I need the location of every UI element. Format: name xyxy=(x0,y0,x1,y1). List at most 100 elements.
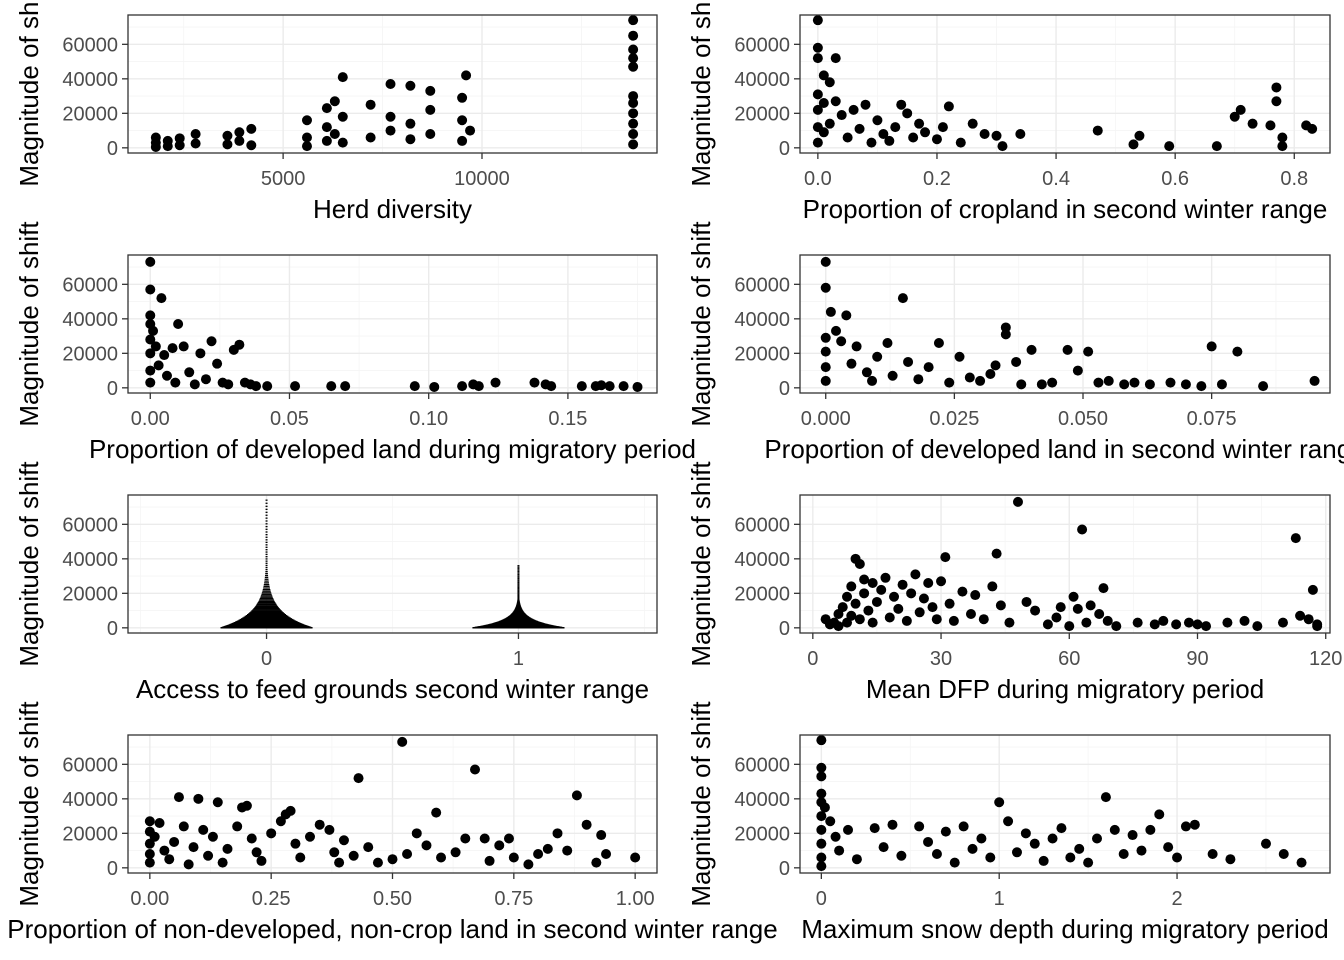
y-tick-label: 0 xyxy=(779,378,790,400)
y-tick-label: 20000 xyxy=(62,103,118,125)
data-point xyxy=(461,70,472,81)
data-point xyxy=(923,362,934,373)
data-point xyxy=(967,118,978,129)
data-point xyxy=(198,824,209,835)
data-point xyxy=(206,336,217,347)
data-point xyxy=(936,576,947,587)
data-point xyxy=(944,598,955,609)
data-point xyxy=(854,559,865,569)
data-point xyxy=(628,91,639,102)
data-point xyxy=(816,861,827,872)
data-point xyxy=(314,819,325,830)
data-point xyxy=(906,588,917,599)
y-axis-title: Magnitude of shift xyxy=(686,0,716,187)
data-point xyxy=(596,380,607,391)
data-point xyxy=(1092,125,1103,136)
data-point xyxy=(824,118,835,129)
data-point xyxy=(546,381,557,392)
data-point xyxy=(836,336,847,347)
data-point xyxy=(1016,379,1027,390)
data-point xyxy=(246,123,257,134)
data-point xyxy=(954,351,965,362)
data-point xyxy=(1118,849,1129,860)
data-point xyxy=(1047,833,1058,844)
data-point xyxy=(159,350,170,361)
data-point xyxy=(940,826,951,837)
data-point xyxy=(1309,375,1320,386)
data-point xyxy=(861,367,872,378)
data-point xyxy=(1278,849,1289,860)
x-tick-label: 120 xyxy=(1309,648,1342,670)
data-point xyxy=(816,788,827,799)
data-point xyxy=(144,857,155,868)
y-tick-label: 0 xyxy=(107,378,118,400)
data-point xyxy=(232,821,243,832)
data-point xyxy=(321,122,332,133)
y-tick-label: 0 xyxy=(779,858,790,880)
data-point xyxy=(944,377,955,388)
data-point xyxy=(1172,852,1183,863)
data-point xyxy=(867,617,878,628)
y-tick-label: 20000 xyxy=(734,103,790,125)
data-point xyxy=(465,125,476,136)
data-point xyxy=(842,132,853,143)
data-point xyxy=(167,343,178,354)
y-tick-label: 60000 xyxy=(62,514,118,536)
data-point xyxy=(425,129,436,140)
data-point xyxy=(889,591,900,602)
data-point xyxy=(882,337,893,348)
data-point xyxy=(421,840,432,851)
data-point xyxy=(405,134,416,145)
data-point xyxy=(207,831,218,842)
y-tick-label: 0 xyxy=(107,858,118,880)
y-tick-label: 0 xyxy=(107,618,118,640)
data-point xyxy=(1072,365,1083,376)
data-point xyxy=(991,548,1002,559)
y-tick-label: 20000 xyxy=(62,823,118,845)
data-point xyxy=(484,855,495,866)
x-tick-label: 10000 xyxy=(454,168,510,190)
y-tick-label: 40000 xyxy=(62,789,118,811)
data-point xyxy=(1100,792,1111,803)
y-axis-title: Magnitude of shift xyxy=(14,0,44,187)
data-point xyxy=(816,824,827,835)
data-point xyxy=(290,381,301,392)
data-point xyxy=(326,381,337,392)
panel-border xyxy=(799,254,1331,394)
data-point xyxy=(148,325,159,336)
data-point xyxy=(872,351,883,362)
panel-border xyxy=(127,14,658,154)
data-point xyxy=(1062,344,1073,355)
data-point xyxy=(457,381,468,392)
data-point xyxy=(295,852,306,863)
data-point xyxy=(385,125,396,136)
data-point xyxy=(1074,843,1085,854)
data-point xyxy=(825,816,836,827)
data-point xyxy=(1072,603,1083,614)
data-point xyxy=(1119,379,1130,390)
data-point xyxy=(1207,849,1218,860)
x-tick-label: 0.4 xyxy=(1042,168,1070,190)
x-tick-label: 60 xyxy=(1058,648,1080,670)
data-point xyxy=(851,341,862,352)
x-tick-label: 1 xyxy=(994,888,1005,910)
data-point xyxy=(1011,847,1022,858)
data-point xyxy=(1271,96,1282,107)
x-tick-label: 0.05 xyxy=(270,408,309,430)
data-point xyxy=(830,96,841,107)
data-point xyxy=(1056,823,1067,834)
data-point xyxy=(479,833,490,844)
y-tick-label: 60000 xyxy=(62,274,118,296)
data-point xyxy=(818,97,829,108)
x-tick-label: 0.050 xyxy=(1058,408,1108,430)
y-tick-label: 60000 xyxy=(734,514,790,536)
data-point xyxy=(402,849,413,860)
data-point xyxy=(1004,617,1015,628)
data-point xyxy=(1077,524,1088,535)
data-point xyxy=(1277,141,1288,152)
data-point xyxy=(866,137,877,148)
data-point xyxy=(363,842,374,853)
x-tick-label: 0.2 xyxy=(923,168,951,190)
data-point xyxy=(903,356,914,367)
